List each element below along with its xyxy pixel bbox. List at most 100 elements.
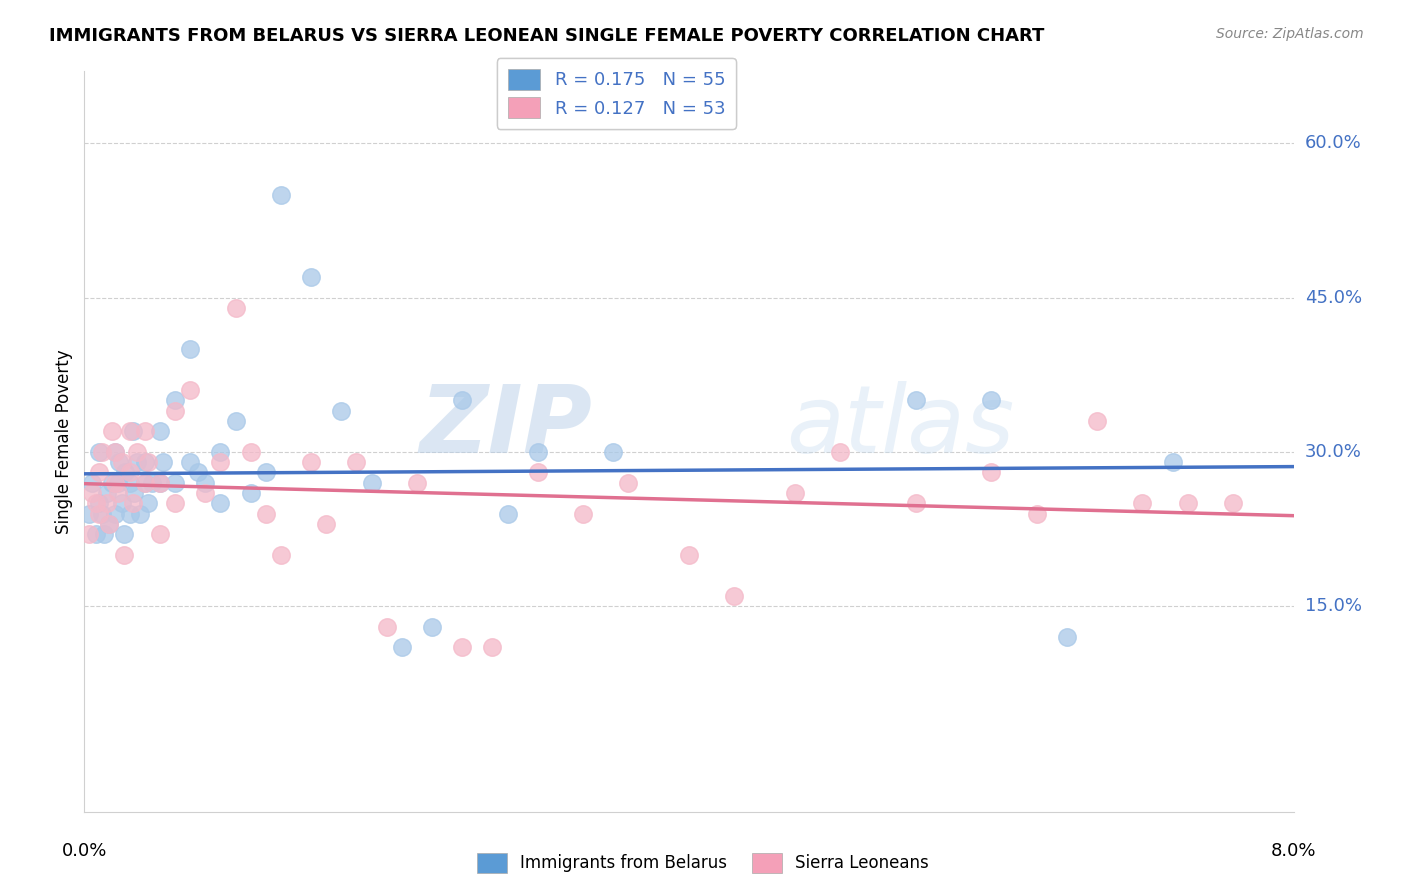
Point [406,475,429,490]
Point [254,466,277,480]
Legend: Immigrants from Belarus, Sierra Leoneans: Immigrants from Belarus, Sierra Leoneans [470,847,936,880]
Point [134,475,156,490]
Point [96,496,118,510]
Point [118,466,141,480]
Point [1161,455,1184,469]
Point [89,496,111,510]
Point [315,516,337,531]
Point [112,548,135,562]
Point [86,527,108,541]
Point [225,301,247,315]
Point [179,342,201,356]
Point [97,516,120,531]
Text: atlas: atlas [786,381,1014,472]
Point [134,475,156,490]
Point [254,507,277,521]
Text: 0.0%: 0.0% [62,842,107,860]
Point [904,393,927,408]
Point [209,496,232,510]
Point [209,445,232,459]
Text: 60.0%: 60.0% [1305,135,1361,153]
Point [104,475,127,490]
Text: IMMIGRANTS FROM BELARUS VS SIERRA LEONEAN SINGLE FEMALE POVERTY CORRELATION CHAR: IMMIGRANTS FROM BELARUS VS SIERRA LEONEA… [49,27,1045,45]
Point [111,496,134,510]
Point [527,445,550,459]
Point [118,507,141,521]
Point [127,455,149,469]
Point [134,455,156,469]
Point [136,496,159,510]
Point [360,475,382,490]
Point [112,527,135,541]
Point [375,620,398,634]
Point [122,486,145,500]
Text: 15.0%: 15.0% [1305,597,1361,615]
Point [100,424,122,438]
Point [134,424,156,438]
Point [89,507,111,521]
Text: ZIP: ZIP [419,381,592,473]
Point [149,424,172,438]
Point [89,445,111,459]
Point [209,455,232,469]
Point [91,507,114,521]
Point [1056,630,1078,644]
Point [391,640,413,655]
Point [77,527,100,541]
Legend: R = 0.175   N = 55, R = 0.127   N = 53: R = 0.175 N = 55, R = 0.127 N = 53 [496,58,735,128]
Point [97,516,120,531]
Point [127,445,149,459]
Point [179,383,201,397]
Point [980,393,1002,408]
Point [481,640,503,655]
Point [111,455,134,469]
Point [121,496,143,510]
Point [270,187,292,202]
Point [330,403,353,417]
Point [89,466,111,480]
Point [165,496,187,510]
Point [86,496,108,510]
Point [451,640,474,655]
Point [107,486,129,500]
Text: Source: ZipAtlas.com: Source: ZipAtlas.com [1216,27,1364,41]
Point [118,475,141,490]
Point [96,486,118,500]
Point [602,445,624,459]
Text: 8.0%: 8.0% [1271,842,1316,860]
Point [420,620,443,634]
Point [104,445,127,459]
Point [496,507,519,521]
Point [149,475,172,490]
Point [118,424,141,438]
Point [141,475,163,490]
Point [1132,496,1154,510]
Point [527,466,550,480]
Point [572,507,595,521]
Point [270,548,292,562]
Point [149,475,172,490]
Point [346,455,368,469]
Point [187,466,209,480]
Point [830,445,852,459]
Point [152,455,174,469]
Point [114,466,136,480]
Point [1085,414,1108,428]
Point [904,496,927,510]
Point [104,445,127,459]
Point [136,455,159,469]
Point [104,507,127,521]
Point [165,393,187,408]
Point [225,414,247,428]
Text: 45.0%: 45.0% [1305,289,1362,307]
Point [149,527,172,541]
Point [108,455,131,469]
Point [93,527,115,541]
Point [1177,496,1199,510]
Point [451,393,474,408]
Point [299,455,322,469]
Point [80,486,103,500]
Y-axis label: Single Female Poverty: Single Female Poverty [55,350,73,533]
Point [239,486,262,500]
Point [783,486,806,500]
